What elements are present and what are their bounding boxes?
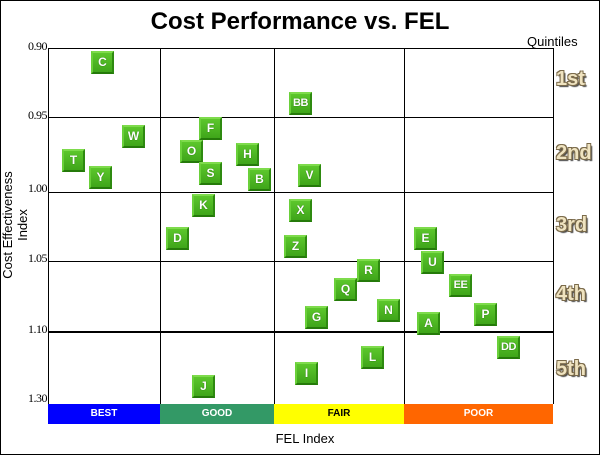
data-point-marker: C [91, 51, 114, 74]
data-point-marker: P [474, 303, 497, 326]
grid-vline [553, 48, 554, 404]
y-tick: 1.05 [28, 251, 48, 265]
grid-vline [48, 48, 49, 404]
data-point-marker: U [421, 251, 444, 274]
quintile-label: 2nd [556, 142, 592, 164]
data-point-marker: L [361, 346, 384, 369]
y-axis-label: Cost Effectiveness Index [0, 171, 30, 279]
grid-hline [48, 117, 553, 118]
quintiles-heading: Quintiles [527, 34, 578, 49]
data-point-marker: DD [497, 336, 520, 359]
band-best: BEST [48, 404, 160, 424]
band-poor: POOR [404, 404, 553, 424]
data-point-marker: N [377, 299, 400, 322]
quintile-label: 5th [556, 358, 586, 380]
grid-hline [48, 48, 553, 49]
data-point-marker: G [305, 306, 328, 329]
data-point-marker: S [199, 162, 222, 185]
quintile-label: 1st [556, 68, 585, 90]
y-tick: 1.30 [28, 391, 48, 405]
y-tick: 1.10 [28, 322, 48, 336]
quintile-label: 4th [556, 283, 586, 305]
data-point-marker: J [192, 375, 215, 398]
data-point-marker: O [180, 140, 203, 163]
data-point-marker: X [289, 199, 312, 222]
data-point-marker: Q [334, 278, 357, 301]
grid-vline [160, 48, 161, 404]
quintile-label: 3rd [556, 214, 588, 236]
data-point-marker: F [199, 117, 222, 140]
y-tick: 0.95 [28, 108, 48, 122]
band-fair: FAIR [274, 404, 404, 424]
x-axis-label: FEL Index [275, 431, 335, 446]
data-point-marker: W [122, 125, 145, 148]
data-point-marker: V [298, 164, 321, 187]
grid-hline [48, 192, 553, 193]
grid-vline [274, 48, 275, 404]
band-good: GOOD [160, 404, 274, 424]
data-point-marker: A [417, 312, 440, 335]
y-tick: 0.90 [28, 39, 48, 53]
data-point-marker: E [414, 227, 437, 250]
data-point-marker: Z [284, 235, 307, 258]
data-point-marker: B [248, 168, 271, 191]
data-point-marker: T [62, 149, 85, 172]
grid-hline-thick [48, 331, 553, 333]
data-point-marker: Y [89, 166, 112, 189]
data-point-marker: BB [289, 92, 312, 115]
data-point-marker: EE [449, 274, 472, 297]
grid-vline [404, 48, 405, 404]
data-point-marker: I [295, 362, 318, 385]
data-point-marker: R [357, 259, 380, 282]
y-tick: 1.00 [28, 181, 48, 195]
data-point-marker: K [192, 194, 215, 217]
data-point-marker: H [236, 143, 259, 166]
chart-title: Cost Performance vs. FEL [150, 8, 450, 35]
data-point-marker: D [166, 227, 189, 250]
grid-hline [48, 261, 553, 262]
